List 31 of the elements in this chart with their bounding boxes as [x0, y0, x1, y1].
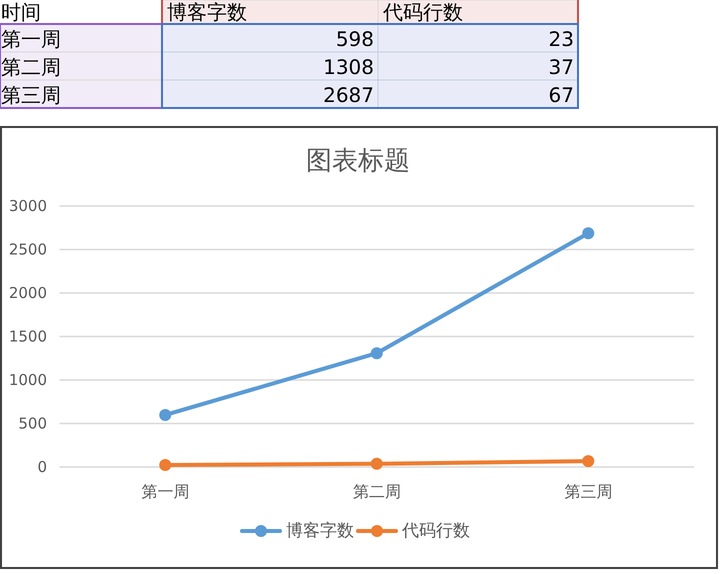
legend-label: 代码行数	[401, 521, 470, 541]
point	[159, 459, 172, 471]
data-label: 598	[336, 27, 374, 51]
x-tick-label: 第二周	[352, 482, 401, 501]
category-label: 第一周	[1, 27, 61, 51]
category-label: 第三周	[1, 83, 61, 107]
data-label: 67	[548, 83, 574, 107]
chart-title: 图表标题	[306, 146, 410, 176]
data-label: 1308	[323, 55, 374, 79]
y-tick-label: 500	[18, 414, 47, 432]
data-table: 时间 博客字数 代码行数 第一周 598 23 第二周 1308 37 第三周 2687 67	[0, 0, 579, 109]
data-label: 2687	[323, 83, 374, 107]
point	[582, 455, 594, 468]
series-label: 代码行数	[382, 0, 463, 24]
point	[370, 458, 383, 470]
point	[370, 347, 383, 360]
y-tick-label: 2000	[8, 284, 47, 302]
category-label: 第二周	[1, 55, 61, 79]
y-tick-label: 0	[37, 458, 47, 476]
series-label: 博客字数	[167, 0, 247, 24]
point	[582, 227, 594, 240]
data-label: 23	[548, 27, 574, 51]
y-tick-label: 2500	[8, 240, 47, 258]
x-tick-label: 第一周	[141, 482, 190, 501]
y-tick-label: 1000	[8, 371, 47, 389]
y-tick-label: 3000	[8, 197, 47, 215]
y-tick-label: 1500	[8, 328, 47, 346]
data-label: 37	[548, 55, 574, 79]
point	[159, 408, 172, 421]
x-tick-label: 第三周	[564, 482, 612, 501]
legend-label: 博客字数	[286, 521, 354, 541]
